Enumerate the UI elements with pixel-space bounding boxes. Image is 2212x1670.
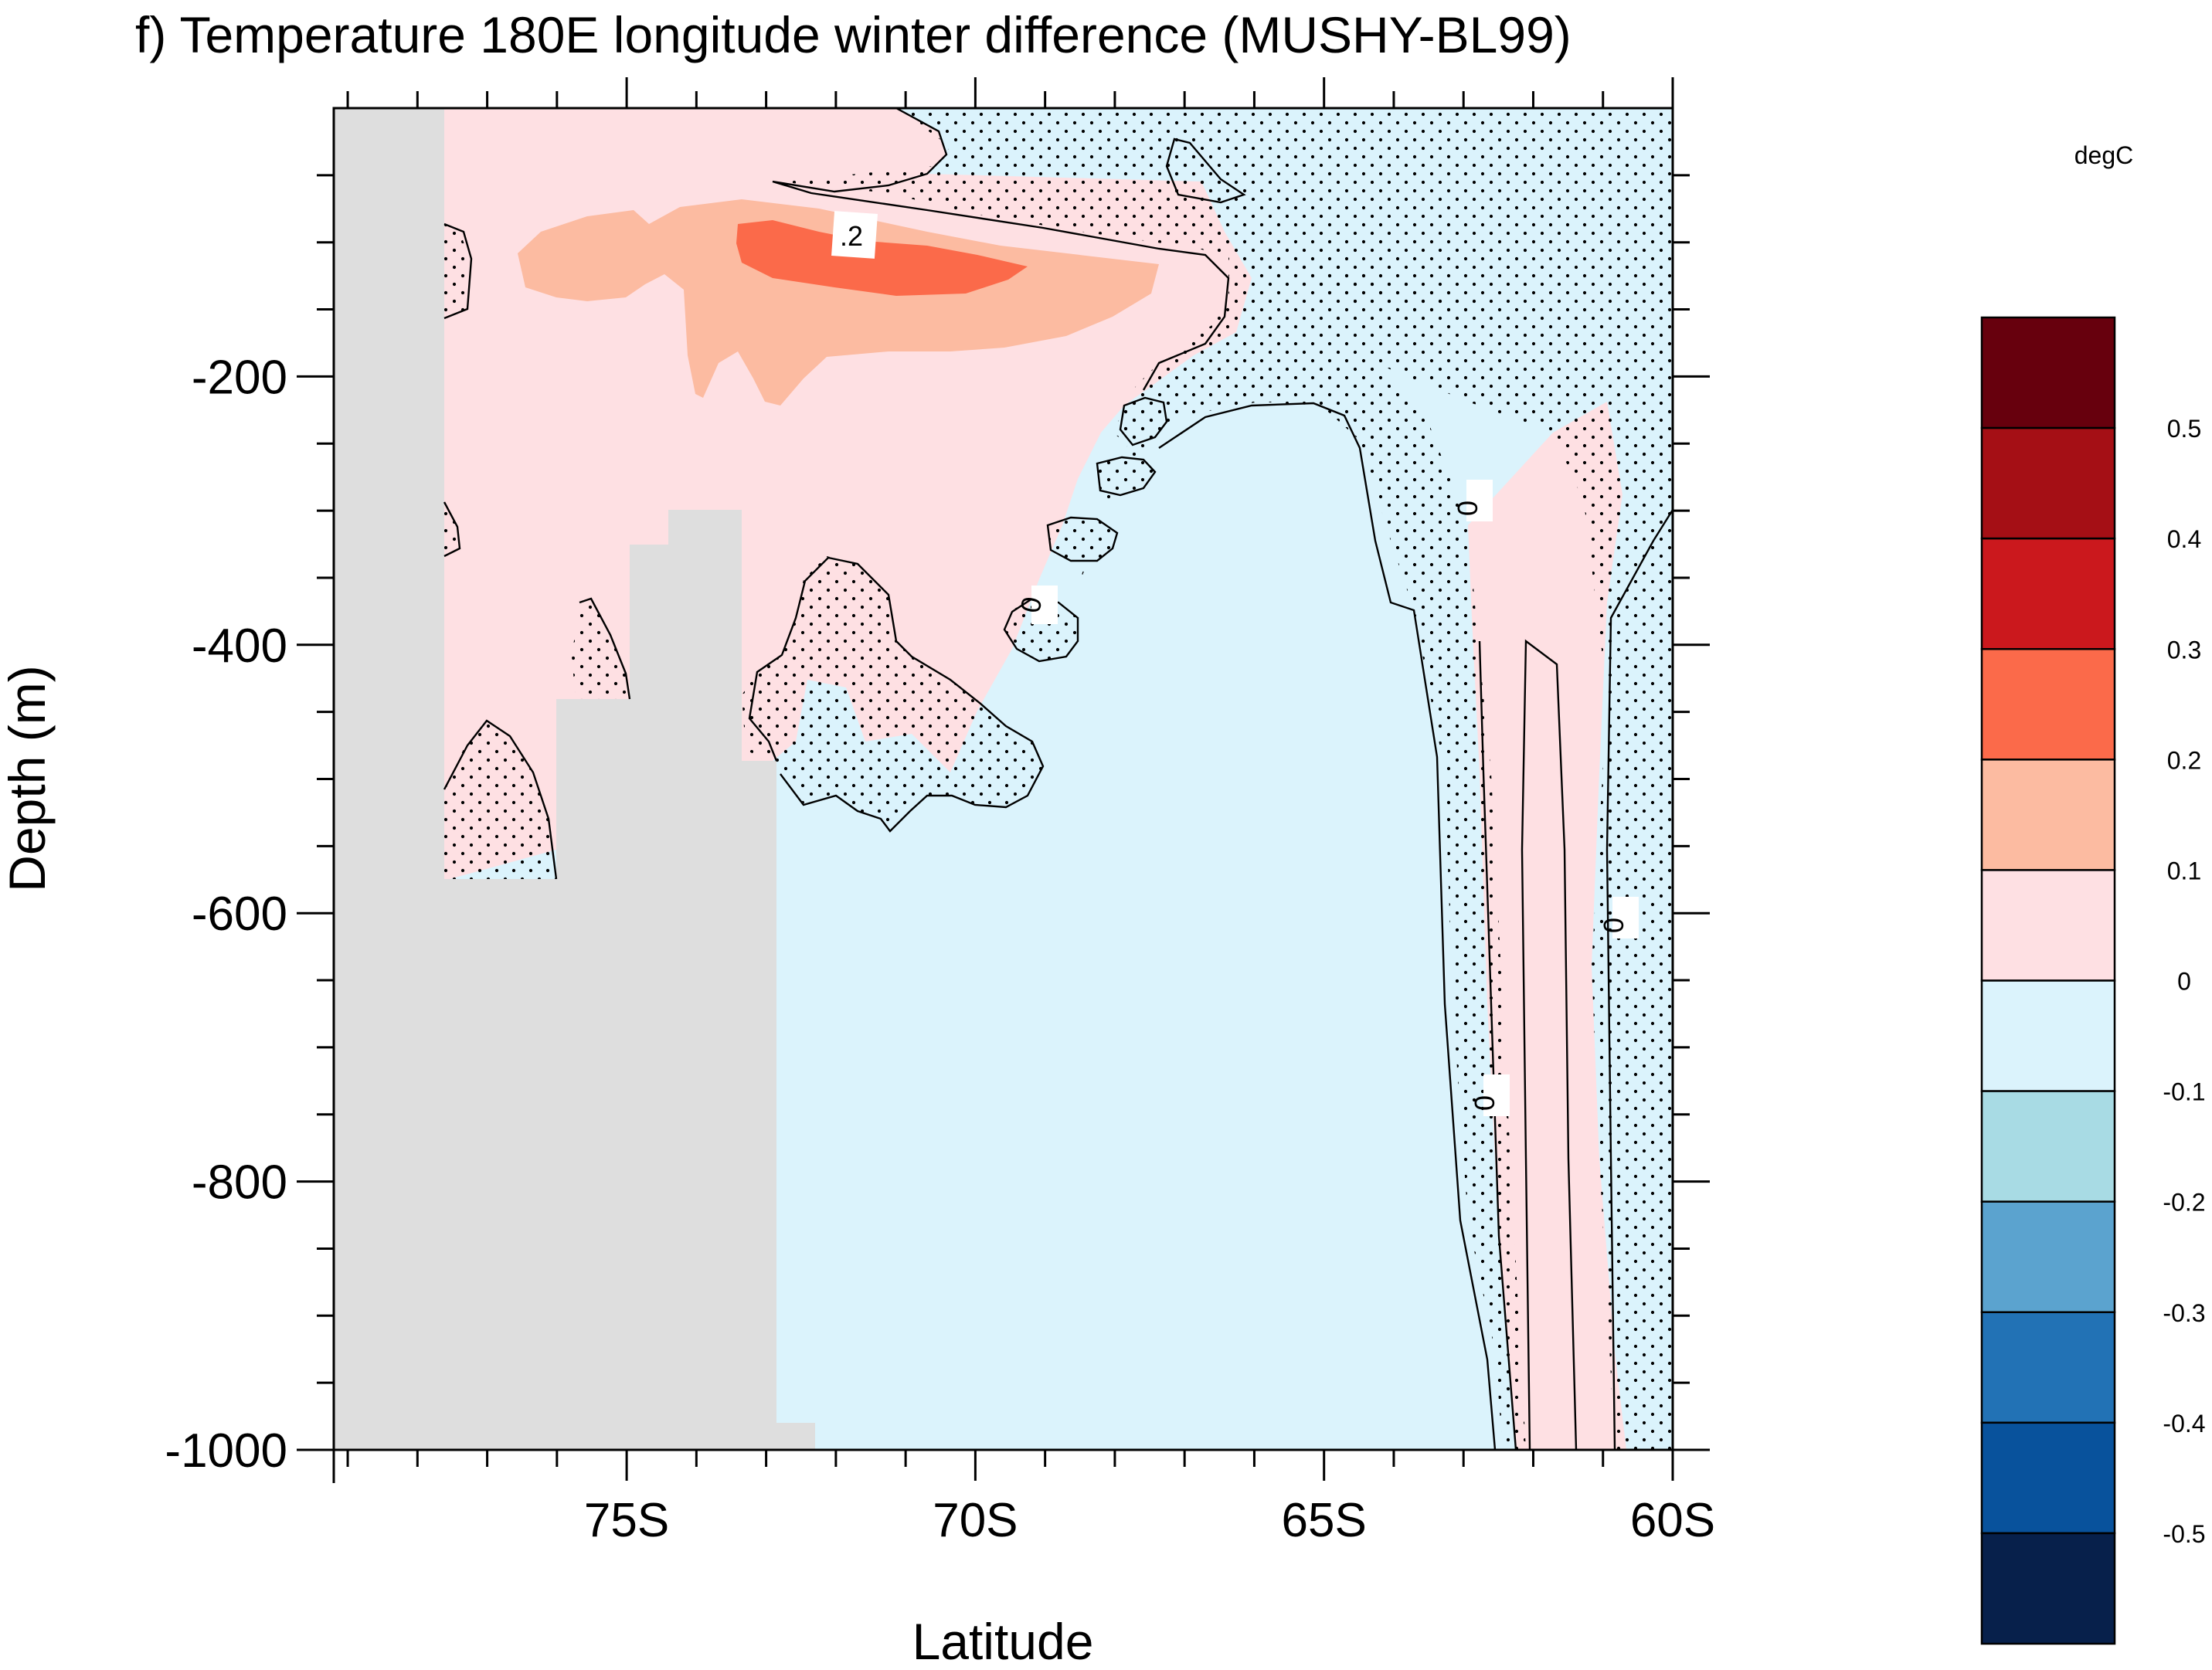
colorbar-box-6 <box>1980 979 2116 1092</box>
contour-label-boxes <box>831 211 1639 1116</box>
contour-label-0: .2 <box>840 220 863 252</box>
positive-core-02 <box>736 220 1028 296</box>
y-tick-label-2: -600 <box>192 888 287 941</box>
x-axis-title: Latitude <box>912 1613 1094 1670</box>
y-tick-label-1: -400 <box>192 619 287 673</box>
colorbar-label-10: -0.5 <box>2163 1520 2205 1548</box>
y-tick-label-4: -1000 <box>165 1424 287 1478</box>
colorbar-box-2 <box>1980 537 2116 650</box>
axis-tick-labels: 75S 70S 65S 60S -200 -400 -600 -800 -1000 <box>165 351 1715 1547</box>
colorbar-box-8 <box>1980 1200 2116 1313</box>
chart-title: f) Temperature 180E longitude winter dif… <box>135 6 1572 63</box>
colorbar-box-4 <box>1980 759 2116 871</box>
plot-area <box>334 108 1673 1450</box>
contour-label-3: 0 <box>1598 918 1629 933</box>
x-tick-label-1: 70S <box>933 1494 1018 1547</box>
land-mask <box>334 108 815 1450</box>
colorbar-box-11 <box>1980 1532 2116 1645</box>
contour-label-box-4 <box>1483 1074 1510 1116</box>
axis-ticks <box>297 77 1710 1481</box>
colorbar-box-1 <box>1980 426 2116 540</box>
colorbar-label-7: -0.2 <box>2163 1189 2205 1217</box>
colorbar-label-5: 0 <box>2177 968 2191 996</box>
contour-label-box-3 <box>1612 897 1639 939</box>
contour-label-box-0 <box>831 211 878 259</box>
colorbar-label-4: 0.1 <box>2167 857 2201 884</box>
contour-label-box-2 <box>1466 480 1493 521</box>
colorbar-label-1: 0.4 <box>2167 525 2201 553</box>
contour-label-2: 0 <box>1452 501 1483 516</box>
colorbar-labels: 0.5 0.4 0.3 0.2 0.1 0 -0.1 -0.2 -0.3 -0.4 -0.5 <box>2163 415 2205 1548</box>
colorbar-box-0 <box>1980 316 2116 429</box>
axes: 75S 70S 65S 60S -200 -400 -600 -800 -1000 <box>165 77 1715 1547</box>
colorbar-label-2: 0.3 <box>2167 636 2201 664</box>
x-tick-label-2: 65S <box>1282 1494 1367 1547</box>
colorbar-label-0: 0.5 <box>2167 415 2201 443</box>
contour-lines <box>443 108 1673 1450</box>
colorbar-label-6: -0.1 <box>2163 1078 2205 1106</box>
colorbar-label-3: 0.2 <box>2167 746 2201 774</box>
colorbar-label-8: -0.3 <box>2163 1299 2205 1327</box>
colorbar-boxes <box>1980 316 2116 1645</box>
colorbar: degC 0.5 0.4 0.3 0.2 0.1 0 -0.1 -0.2 -0.3 -0.4 -0.… <box>1980 141 2206 1645</box>
colorbar-box-5 <box>1980 869 2116 982</box>
y-tick-label-3: -800 <box>192 1156 287 1210</box>
x-tick-label-3: 60S <box>1630 1494 1715 1547</box>
y-axis-title: Depth (m) <box>0 665 56 891</box>
contour-label-4: 0 <box>1469 1095 1500 1111</box>
colorbar-box-7 <box>1980 1090 2116 1203</box>
colorbar-label-9: -0.4 <box>2163 1410 2205 1437</box>
contour-label-box-1 <box>1031 586 1058 624</box>
colorbar-box-10 <box>1980 1421 2116 1535</box>
positive-core-01 <box>518 199 1159 406</box>
stippling <box>444 108 1673 1450</box>
colorbar-units: degC <box>2074 141 2134 169</box>
x-tick-label-0: 75S <box>584 1494 669 1547</box>
y-tick-label-0: -200 <box>192 351 287 404</box>
colorbar-box-3 <box>1980 648 2116 761</box>
colorbar-box-9 <box>1980 1311 2116 1424</box>
